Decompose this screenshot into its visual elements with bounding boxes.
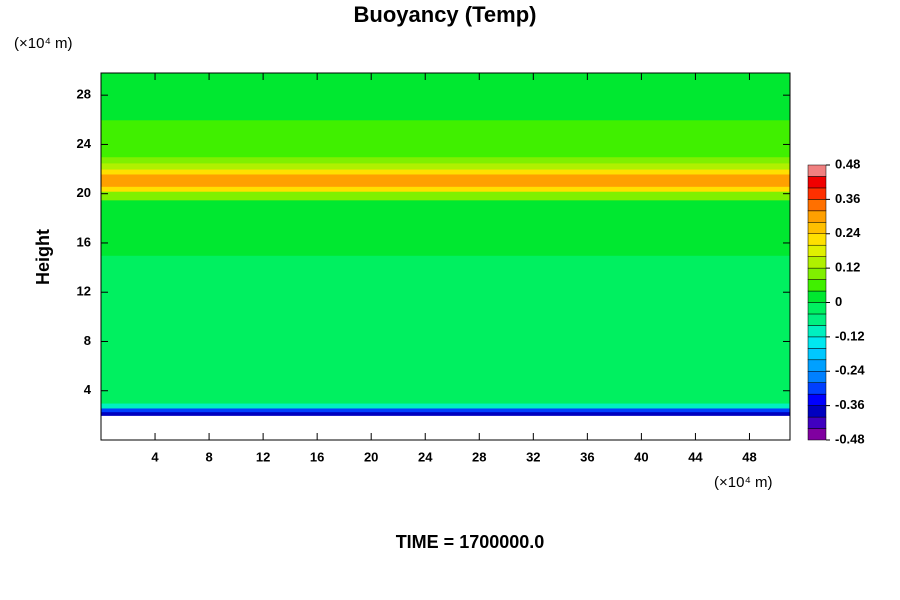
- x-tick-label: 16: [310, 449, 324, 464]
- contour-band: [101, 191, 790, 201]
- contour-band: [101, 186, 790, 192]
- y-tick-label: 20: [77, 185, 91, 200]
- x-unit: (×10⁴ m): [714, 474, 773, 491]
- y-tick-label: 16: [77, 234, 91, 249]
- contour-band: [101, 230, 790, 256]
- x-tick-label: 28: [472, 449, 486, 464]
- colorbar-cell: [807, 325, 827, 338]
- colorbar-label: -0.24: [835, 363, 865, 378]
- contour-band: [101, 173, 790, 187]
- y-unit: (×10⁴ m): [14, 35, 73, 52]
- contour-band: [101, 255, 790, 308]
- colorbar-label: 0.12: [835, 260, 860, 275]
- colorbar-cell: [807, 405, 827, 418]
- contour-band: [101, 156, 790, 164]
- colorbar-label: 0.24: [835, 225, 861, 240]
- y-tick-label: 8: [84, 333, 91, 348]
- colorbar-cell: [807, 313, 827, 326]
- x-tick-label: 44: [688, 449, 703, 464]
- colorbar-cell: [807, 382, 827, 395]
- y-tick-label: 24: [77, 136, 92, 151]
- x-tick-label: 4: [151, 449, 159, 464]
- plot-frame: [100, 72, 791, 441]
- colorbar-label: -0.36: [835, 397, 865, 412]
- colorbar-cell: [807, 199, 827, 212]
- colorbar-cell: [807, 233, 827, 246]
- y-label: Height: [33, 229, 53, 285]
- colorbar-cell: [807, 210, 827, 223]
- x-tick-label: 40: [634, 449, 648, 464]
- contour-band: [101, 162, 790, 170]
- x-tick-label: 12: [256, 449, 270, 464]
- colorbar-cell: [807, 393, 827, 406]
- colorbar-cell: [807, 290, 827, 303]
- x-tick-label: 32: [526, 449, 540, 464]
- contour-band: [101, 407, 790, 413]
- colorbar-cell: [807, 302, 827, 315]
- colorbar-cell: [807, 416, 827, 429]
- colorbar-cell: [807, 348, 827, 361]
- colorbar-cell: [807, 279, 827, 292]
- contour-band: [101, 119, 790, 145]
- contour-band: [101, 144, 790, 158]
- colorbar-cell: [807, 256, 827, 269]
- colorbar-label: 0.36: [835, 191, 860, 206]
- colorbar-cell: [807, 222, 827, 235]
- contour-band: [101, 403, 790, 409]
- contour-band: [101, 169, 790, 175]
- x-tick-label: 48: [742, 449, 756, 464]
- contour-band: [101, 306, 790, 404]
- colorbar-label: 0.48: [835, 156, 860, 171]
- colorbar-cell: [807, 244, 827, 257]
- x-tick-label: 24: [418, 449, 433, 464]
- colorbar-label: -0.48: [835, 431, 865, 446]
- x-tick-label: 36: [580, 449, 594, 464]
- y-tick-label: 28: [77, 87, 91, 102]
- colorbar-cell: [807, 187, 827, 200]
- contour-band: [101, 411, 790, 416]
- colorbar-cell: [807, 428, 827, 441]
- chart-title: Buoyancy (Temp): [354, 2, 537, 27]
- colorbar-cell: [807, 371, 827, 383]
- y-tick-label: 12: [77, 284, 91, 299]
- x-tick-label: 20: [364, 449, 378, 464]
- colorbar-cell: [807, 359, 827, 372]
- footer: TIME = 1700000.0: [396, 532, 545, 552]
- contour-band: [101, 199, 790, 232]
- colorbar-cell: [807, 336, 827, 349]
- contour-band: [101, 73, 790, 121]
- colorbar-label: -0.12: [835, 328, 865, 343]
- colorbar-cell: [807, 267, 827, 280]
- y-tick-label: 4: [84, 382, 92, 397]
- colorbar-cell: [807, 176, 827, 189]
- colorbar-cell: [807, 164, 827, 177]
- x-tick-label: 8: [205, 449, 212, 464]
- colorbar-label: 0: [835, 294, 842, 309]
